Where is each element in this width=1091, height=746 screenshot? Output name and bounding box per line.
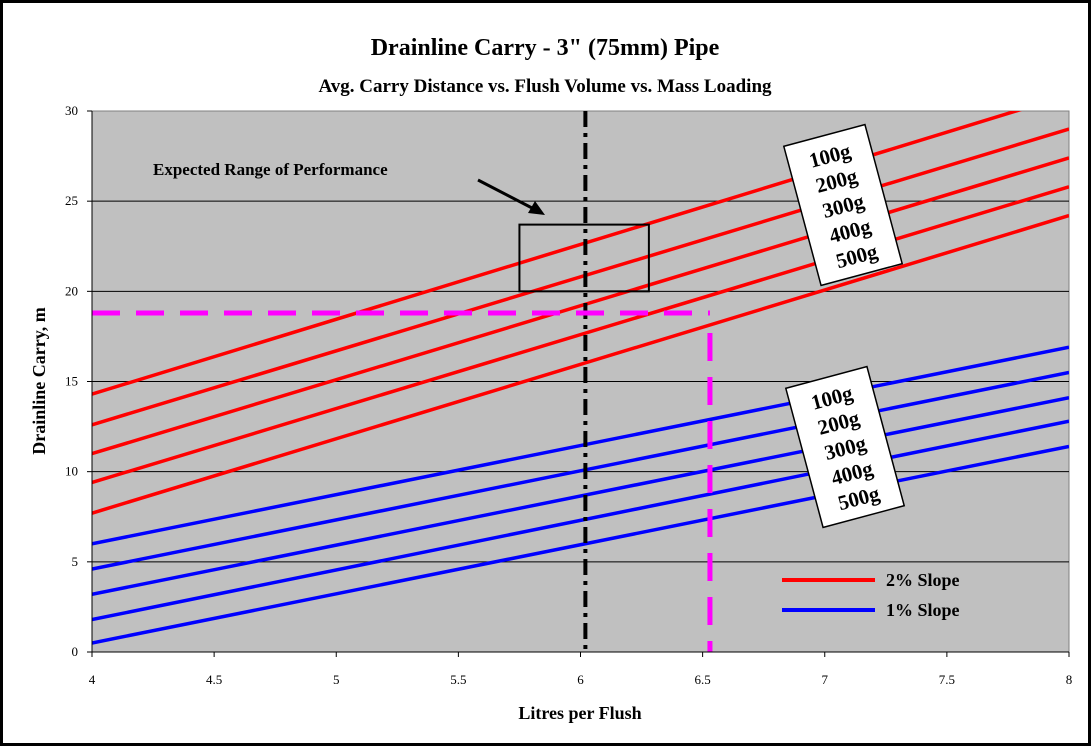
reference-lines xyxy=(92,111,713,652)
x-tick-label: 5.5 xyxy=(450,672,466,687)
x-tick-label: 4.5 xyxy=(206,672,222,687)
y-tick-label: 5 xyxy=(72,554,79,569)
x-axis-label: Litres per Flush xyxy=(518,703,641,723)
x-tick-label: 5 xyxy=(333,672,340,687)
y-tick-label: 0 xyxy=(72,644,79,659)
series-layer xyxy=(92,111,1069,645)
annotation-arrow-head xyxy=(528,201,545,215)
series-line xyxy=(92,127,1069,427)
series-line xyxy=(92,111,1023,396)
legend: 2% Slope 1% Slope xyxy=(782,570,960,620)
y-tick-label: 30 xyxy=(65,103,78,118)
series-line xyxy=(92,370,1069,571)
mass-label-box-1pct: 100g 200g 300g 400g 500g xyxy=(784,365,906,529)
legend-label-2pct: 2% Slope xyxy=(886,570,960,590)
annotation-text: Expected Range of Performance xyxy=(153,160,388,179)
x-tick-label: 4 xyxy=(89,672,96,687)
series-line xyxy=(92,419,1069,622)
x-tick-label: 6 xyxy=(577,672,584,687)
series-line xyxy=(92,345,1069,546)
y-axis-label: Drainline Carry, m xyxy=(29,307,49,454)
axes xyxy=(87,110,1070,657)
y-tick-label: 15 xyxy=(65,374,78,389)
annotation-arrow-shaft xyxy=(477,178,535,211)
series-line xyxy=(92,156,1069,456)
chart-subtitle: Avg. Carry Distance vs. Flush Volume vs.… xyxy=(318,76,772,97)
chart-title: Drainline Carry - 3" (75mm) Pipe xyxy=(371,35,720,61)
mass-label-box-1pct-bg xyxy=(784,365,906,529)
series-line xyxy=(92,444,1069,645)
range-annotation: Expected Range of Performance xyxy=(153,160,545,215)
x-tick-label: 6.5 xyxy=(695,672,711,687)
y-tick-label: 10 xyxy=(65,464,78,479)
series-line xyxy=(92,396,1069,597)
series-line xyxy=(92,185,1069,485)
x-tick-label: 7 xyxy=(822,672,829,687)
x-tick-labels: 4 4.5 5 5.5 6 6.5 7 7.5 8 xyxy=(89,672,1073,687)
y-tick-label: 25 xyxy=(65,193,78,208)
legend-label-1pct: 1% Slope xyxy=(886,600,960,620)
mass-label-box-2pct: 100g 200g 300g 400g 500g xyxy=(782,123,904,287)
series-line xyxy=(92,213,1069,515)
x-tick-label: 8 xyxy=(1066,672,1073,687)
y-tick-labels: 0 5 10 15 20 25 30 xyxy=(65,103,78,659)
x-tick-label: 7.5 xyxy=(939,672,955,687)
y-tick-label: 20 xyxy=(65,283,78,298)
expected-range-box xyxy=(518,223,650,293)
mass-label-box-2pct-bg xyxy=(782,123,904,287)
